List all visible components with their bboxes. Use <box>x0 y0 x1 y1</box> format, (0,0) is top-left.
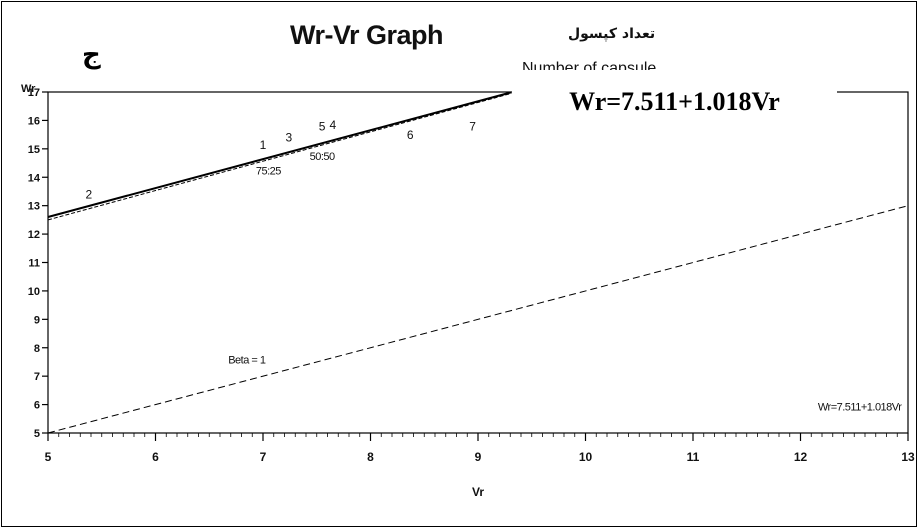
annotation-2: 50:50 <box>310 151 335 163</box>
y-tick-label: 8 <box>34 343 40 355</box>
y-tick-label: 10 <box>28 286 40 298</box>
y-tick-label: 12 <box>28 229 40 241</box>
y-tick-label: 14 <box>28 172 41 184</box>
chart-title: Wr-Vr Graph <box>290 20 444 50</box>
annotation-1: 75:25 <box>256 165 281 177</box>
annotation-3: Beta = 1 <box>228 354 266 366</box>
series-line-2 <box>47 92 512 221</box>
equation-box: Wr=7.511+1.018Vr <box>512 82 837 122</box>
y-tick-label: 17 <box>28 87 40 99</box>
x-tick-label: 13 <box>901 450 915 464</box>
x-tick-label: 6 <box>152 450 159 464</box>
point-label-1: 1 <box>260 138 267 152</box>
x-axis-label: Vr <box>472 485 484 499</box>
x-tick-label: 7 <box>260 450 267 464</box>
plot-border <box>47 91 909 434</box>
y-tick-label: 6 <box>34 400 40 412</box>
point-label-7: 7 <box>469 119 476 133</box>
y-axis-label: Wr <box>21 83 36 95</box>
annotation-4: Wr=7.511+1.018Vr <box>818 401 902 413</box>
y-tick-label: 13 <box>28 201 40 213</box>
partial-text-clip: Number of capsule <box>522 50 692 70</box>
x-tick-label: 8 <box>367 450 374 464</box>
x-tick-label: 12 <box>794 450 808 464</box>
point-label-2: 2 <box>86 188 93 202</box>
series-line-3 <box>47 205 909 434</box>
y-tick-label: 11 <box>28 258 40 270</box>
point-label-6: 6 <box>407 128 414 142</box>
x-tick-label: 5 <box>45 450 52 464</box>
y-tick-label: 15 <box>28 144 40 156</box>
y-tick-label: 5 <box>34 428 40 440</box>
x-tick-label: 10 <box>579 450 593 464</box>
x-tick-label: 9 <box>475 450 482 464</box>
arabic-title: تعداد کپسول <box>568 26 656 42</box>
x-tick-label: 11 <box>687 450 700 464</box>
partial-text: Number of capsule <box>522 60 657 70</box>
point-label-4: 4 <box>330 118 337 132</box>
y-tick-label: 16 <box>28 115 40 127</box>
point-label-5: 5 <box>319 119 326 133</box>
series-line-1 <box>47 91 512 218</box>
corner-label: ج <box>82 40 101 70</box>
y-tick-label: 7 <box>34 371 40 383</box>
point-label-3: 3 <box>285 131 292 145</box>
y-tick-label: 9 <box>34 314 40 326</box>
